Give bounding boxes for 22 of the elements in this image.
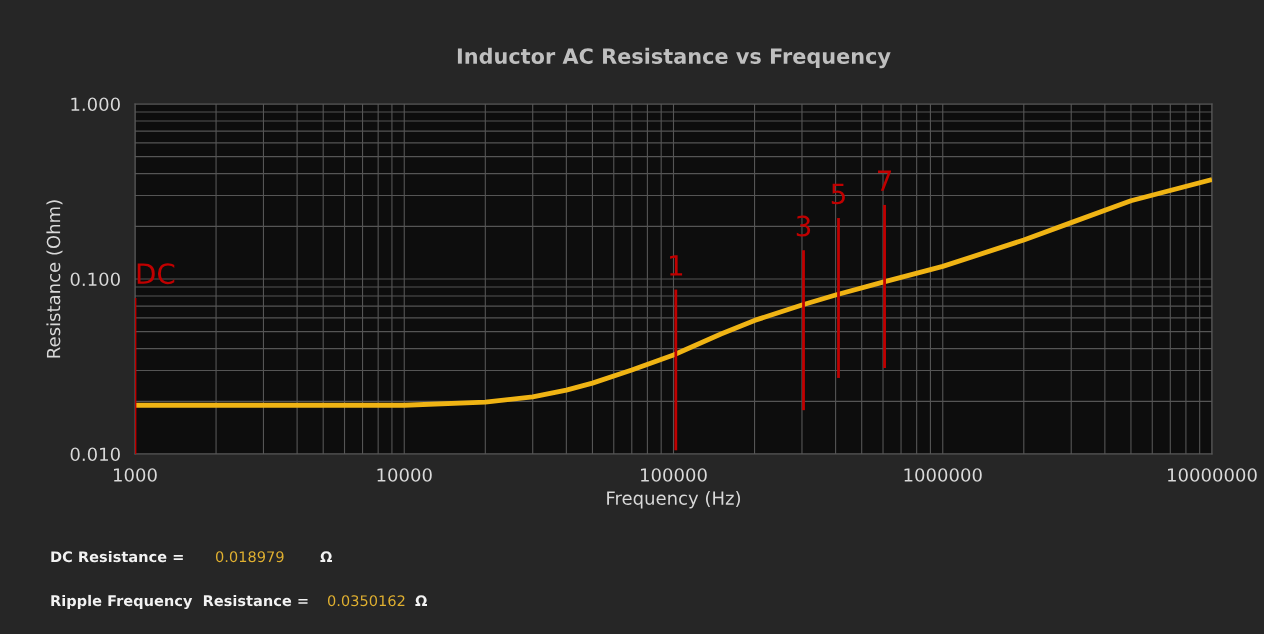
y-tick-label: 0.100 [70,272,120,287]
x-tick-label: 100000 [641,468,707,482]
y-axis-title: Resistance (Ohm) [46,200,63,358]
x-tick-label: 10000 [377,468,432,482]
x-tick-label: 1000000 [904,468,982,482]
text: Ripple Frequency Resistance = [51,594,308,610]
chart-title: Inductor AC Resistance vs Frequency [457,47,891,69]
y-tick-label: 0.010 [70,447,120,462]
series-label: 5 [831,183,845,205]
text: Ω [320,551,332,563]
series-label: DC [137,263,175,285]
x-tick-label: 1000 [114,468,157,482]
y-tick-label: 1.000 [71,97,120,112]
series-label: 1 [670,255,683,276]
text: DC Resistance = [51,550,183,563]
series-label: 7 [878,170,892,191]
x-axis-title: Frequency (Hz) [607,490,741,509]
series-label: 3 [796,215,811,237]
text: 0.0350162 [327,595,405,607]
text: Ω [415,595,427,607]
x-tick-label: 10000000 [1168,468,1257,482]
text: 0.018979 [215,551,284,563]
